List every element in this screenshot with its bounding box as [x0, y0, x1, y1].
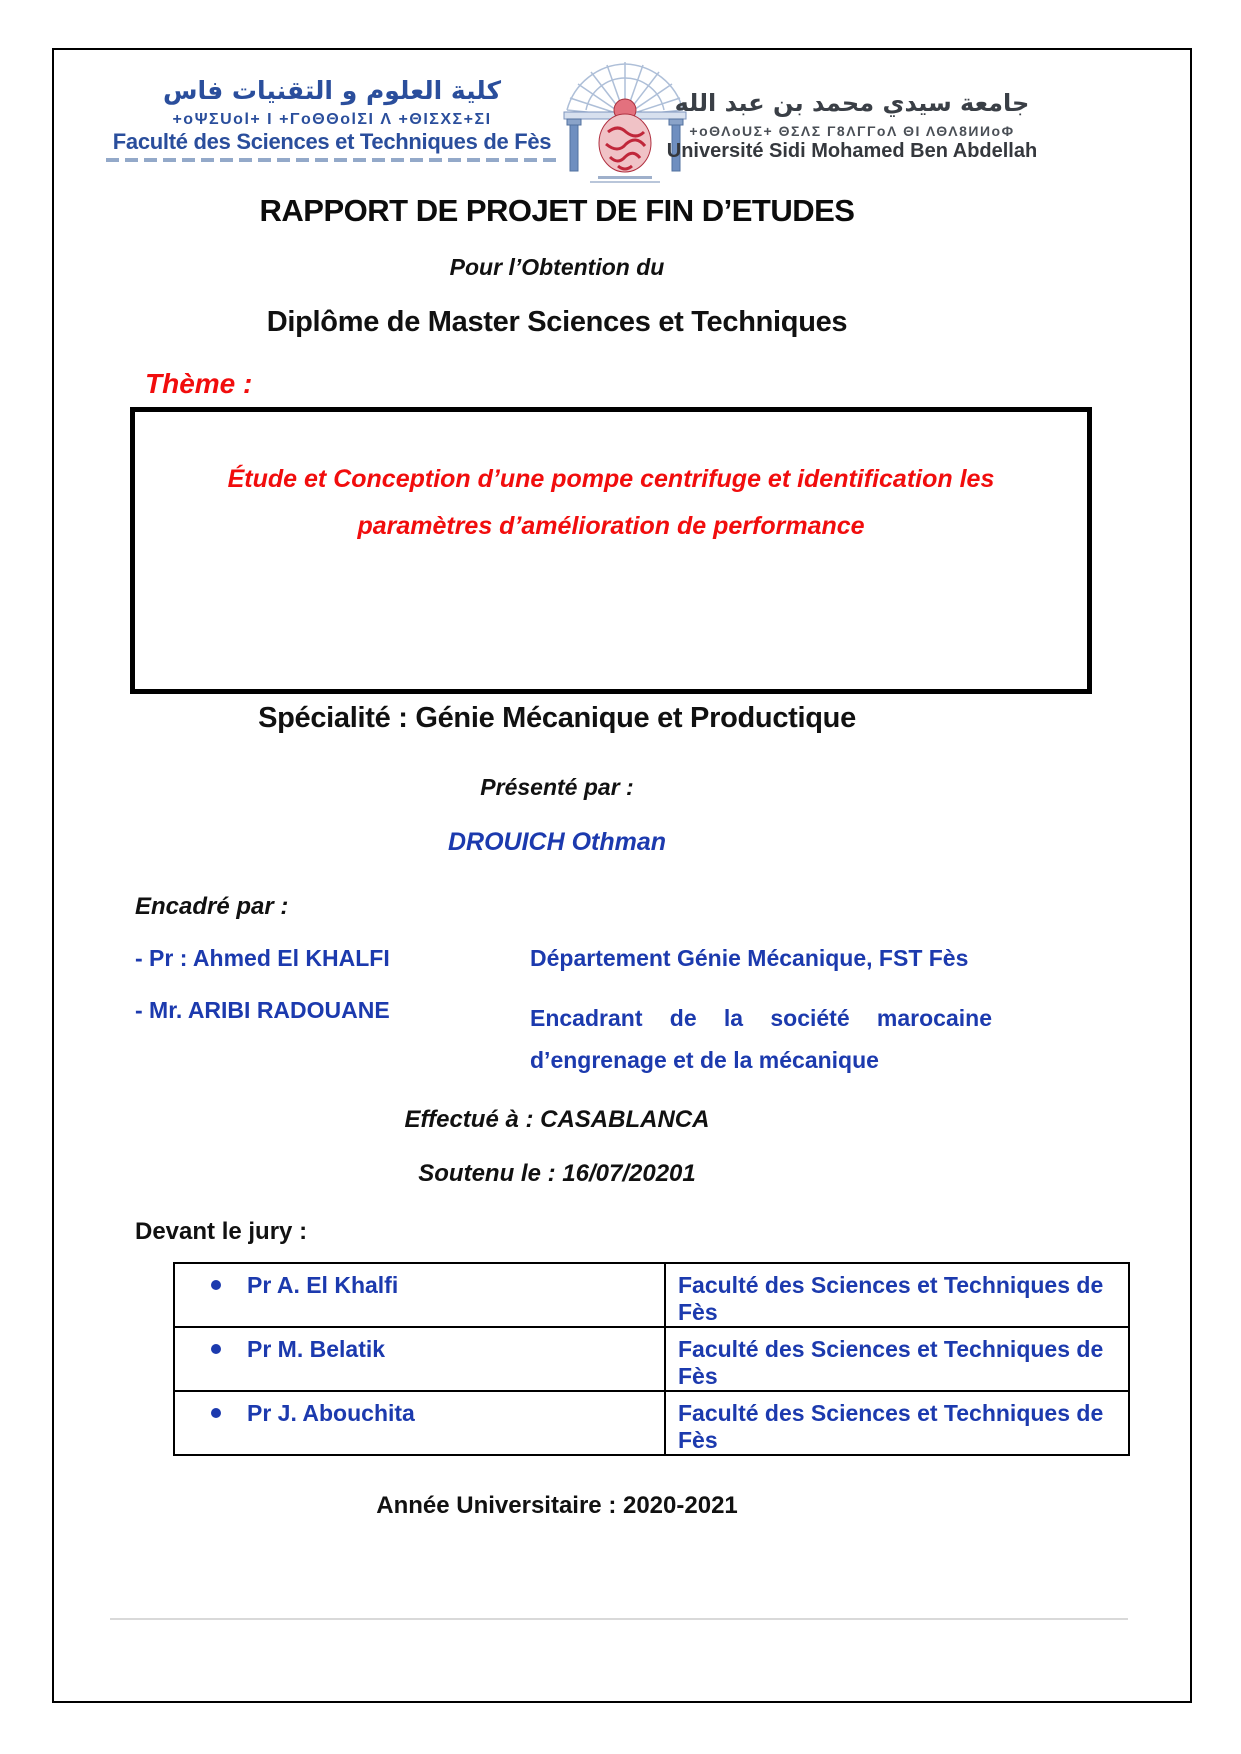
- jury-member-cell: Pr A. El Khalfi: [173, 1262, 666, 1328]
- theme-label: Thème :: [145, 368, 253, 399]
- bullet-icon: [211, 1407, 221, 1418]
- jury-label: Devant le jury :: [135, 1218, 308, 1245]
- jury-row: Pr J. Abouchita Faculté des Sciences et …: [173, 1390, 1130, 1456]
- supervised-by-label: Encadré par :: [135, 893, 289, 920]
- jury-affiliation-cell: Faculté des Sciences et Techniques de Fè…: [664, 1262, 1130, 1328]
- location-line: Effectué à : CASABLANCA: [404, 1106, 710, 1133]
- bullet-icon: [211, 1279, 221, 1290]
- faculty-header-divider: [106, 158, 558, 162]
- university-header-block: جامعة سيدي محمد بن عبد الله +oΘΛoUΣ+ ΘΣΛ…: [652, 88, 1052, 163]
- university-emblem-logo: [550, 58, 700, 186]
- jury-member-cell: Pr M. Belatik: [173, 1326, 666, 1392]
- theme-line-2: paramètres d’amélioration de performance: [357, 512, 865, 540]
- faculty-name-french: Faculté des Sciences et Techniques de Fè…: [112, 129, 552, 154]
- university-name-tifinagh: +oΘΛoUΣ+ ΘΣΛΣ Γ8ΛΓΓoΛ ΘΙ ΛΘΛ8ИИoΦ: [689, 123, 1015, 139]
- bullet-icon: [211, 1343, 221, 1354]
- presented-by-label: Présenté par :: [480, 774, 634, 800]
- theme-line-1: Étude et Conception d’une pompe centrifu…: [227, 465, 995, 493]
- page-border: [52, 48, 1192, 1703]
- jury-member-name: Pr A. El Khalfi: [247, 1272, 399, 1298]
- jury-row: Pr M. Belatik Faculté des Sciences et Te…: [173, 1326, 1130, 1392]
- specialty-title: Spécialité : Génie Mécanique et Producti…: [258, 702, 856, 734]
- supervisor-2-affiliation: Encadrant de la société marocaine d’engr…: [530, 1005, 992, 1073]
- jury-affiliation-cell: Faculté des Sciences et Techniques de Fè…: [664, 1326, 1130, 1392]
- page-content: كلية العلوم و التقنيات فاس +oΨΣUol+ I +Γ…: [52, 48, 1192, 1703]
- jury-member-name: Pr J. Abouchita: [247, 1400, 415, 1426]
- faculty-header-block: كلية العلوم و التقنيات فاس +oΨΣUol+ I +Γ…: [82, 76, 582, 162]
- defense-date-line: Soutenu le : 16/07/20201: [418, 1160, 696, 1187]
- supervisor-1-name: - Pr : Ahmed El KHALFI: [135, 945, 390, 971]
- faculty-name-arabic: كلية العلوم و التقنيات فاس: [162, 76, 502, 105]
- jury-member-cell: Pr J. Abouchita: [173, 1390, 666, 1456]
- supervisor-1-affiliation: Département Génie Mécanique, FST Fès: [530, 945, 969, 971]
- jury-member-name: Pr M. Belatik: [247, 1336, 386, 1362]
- university-emblem-icon: [563, 62, 687, 183]
- author-name: DROUICH Othman: [447, 828, 667, 856]
- supervisor-2-name: - Mr. ARIBI RADOUANE: [135, 997, 390, 1023]
- jury-table: Pr A. El Khalfi Faculté des Sciences et …: [173, 1262, 1130, 1456]
- jury-affiliation-cell: Faculté des Sciences et Techniques de Fè…: [664, 1390, 1130, 1456]
- jury-row: Pr A. El Khalfi Faculté des Sciences et …: [173, 1262, 1130, 1328]
- faculty-name-tifinagh: +oΨΣUol+ I +ΓoΘΘolΣI Λ +ΘΙΣΧΣ+ΣI: [172, 111, 492, 128]
- report-title: RAPPORT DE PROJET DE FIN D’ETUDES: [259, 193, 855, 228]
- university-name-arabic: جامعة سيدي محمد بن عبد الله: [674, 89, 1030, 117]
- theme-text: Étude et Conception d’une pompe centrifu…: [135, 456, 1087, 550]
- theme-box: Étude et Conception d’une pompe centrifu…: [130, 407, 1092, 694]
- footer-divider: [110, 1618, 1128, 1620]
- degree-title: Diplôme de Master Sciences et Techniques: [266, 306, 848, 338]
- academic-year: Année Universitaire : 2020-2021: [376, 1492, 738, 1519]
- university-name-french: Université Sidi Mohamed Ben Abdellah: [666, 140, 1038, 162]
- obtention-subtitle: Pour l’Obtention du: [449, 254, 665, 280]
